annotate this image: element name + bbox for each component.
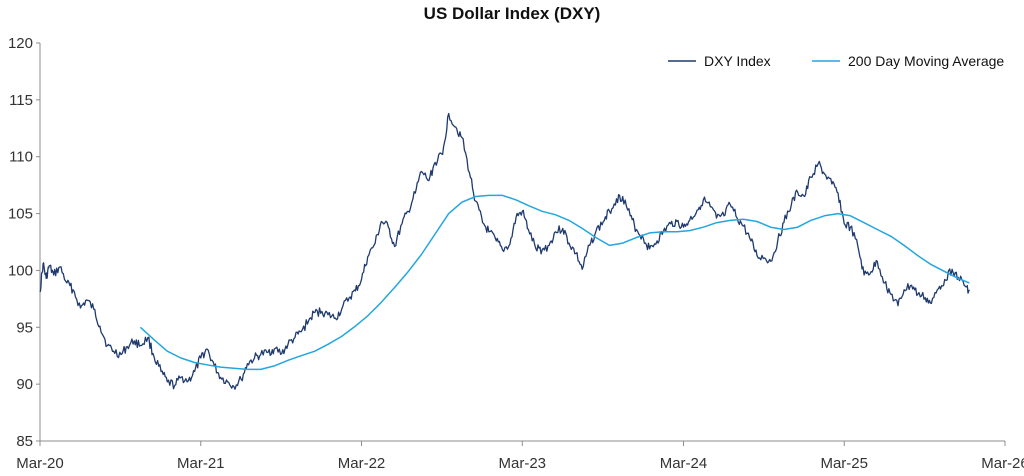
series-layer: [39, 112, 970, 390]
legend-label: DXY Index: [704, 53, 771, 69]
y-tick-label: 120: [8, 35, 33, 52]
x-tick-label: Mar-21: [177, 455, 225, 472]
y-tick-label: 105: [8, 206, 33, 223]
x-tick-label: Mar-26: [981, 455, 1024, 472]
series-line-dxy-index: [39, 112, 970, 390]
x-tick-label: Mar-23: [499, 455, 547, 472]
series-line-200-day-moving-average: [139, 194, 970, 371]
y-tick-label: 115: [9, 92, 33, 109]
y-tick-label: 85: [16, 433, 33, 450]
x-tick-label: Mar-25: [820, 455, 868, 472]
y-tick-label: 110: [9, 149, 33, 166]
y-tick-label: 90: [16, 376, 33, 393]
y-tick-label: 95: [16, 319, 33, 336]
x-tick-label: Mar-22: [338, 455, 386, 472]
chart-legend: DXY Index 200 Day Moving Average: [668, 53, 1004, 69]
x-tick-label: Mar-24: [660, 455, 708, 472]
chart-title: US Dollar Index (DXY): [423, 4, 601, 23]
x-tick-label: Mar-20: [16, 455, 64, 472]
legend-label: 200 Day Moving Average: [848, 53, 1004, 69]
y-tick-label: 100: [8, 262, 33, 279]
chart-ticks: 85 90 95 100 105 110 115 120 Mar-20 Mar-21 Mar-22 M…: [8, 35, 1024, 472]
